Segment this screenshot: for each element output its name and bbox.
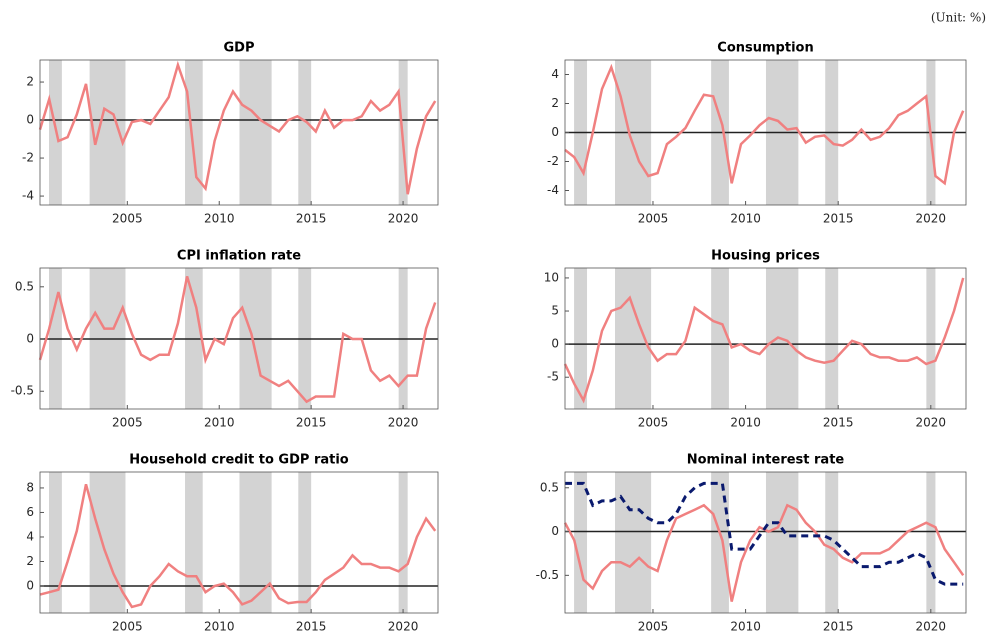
shaded-period [711,268,729,409]
panel-title: CPI inflation rate [177,249,301,264]
x-tick-label: 2015 [823,620,854,634]
x-tick-label: 2015 [296,416,327,430]
y-tick-label: 0 [26,332,34,346]
x-tick-label: 2010 [204,416,235,430]
x-tick-label: 2020 [388,416,419,430]
shaded-period [615,472,652,613]
shaded-period [825,268,839,409]
y-tick-label: -4 [547,183,559,197]
plot-frame [39,471,439,614]
shaded-period [574,268,588,409]
shaded-period [398,472,408,613]
y-tick-label: 2 [26,554,34,568]
shaded-period [825,472,839,613]
y-tick-label: 2 [551,96,559,110]
y-tick-label: 0 [551,524,559,538]
plot-frame [39,267,439,410]
shaded-period [185,472,203,613]
shaded-period [185,60,203,205]
x-tick-label: 2010 [204,620,235,634]
shaded-period [711,472,729,613]
panel-title: Household credit to GDP ratio [129,453,349,468]
y-tick-label: 0 [26,579,34,593]
y-tick-label: 10 [544,270,559,284]
y-tick-label: -0.5 [11,384,34,398]
x-tick-label: 2005 [112,416,143,430]
x-tick-label: 2015 [296,620,327,634]
shaded-period [926,268,936,409]
x-tick-label: 2005 [638,212,669,226]
x-tick-label: 2020 [916,416,947,430]
x-tick-label: 2010 [730,620,761,634]
y-tick-label: 2 [26,75,34,89]
panel-title: Consumption [717,41,813,56]
plot-frame [39,59,439,206]
x-tick-label: 2005 [112,620,143,634]
panel-title: Nominal interest rate [687,453,845,468]
series-line [564,63,965,186]
shaded-period [926,472,936,613]
x-tick-label: 2010 [730,212,761,226]
y-tick-label: 0.5 [540,480,559,494]
y-tick-label: 0 [551,125,559,139]
series-line [38,60,437,195]
shaded-period [239,60,272,205]
y-tick-label: 5 [551,304,559,318]
y-tick-label: 0.5 [15,279,34,293]
y-tick-label: -4 [22,189,34,203]
shaded-period [298,60,312,205]
series-line [563,277,965,404]
x-tick-label: 2005 [638,416,669,430]
y-tick-label: 0 [26,113,34,127]
shaded-period [239,472,272,613]
x-tick-label: 2015 [823,416,854,430]
y-tick-label: 4 [26,529,34,543]
x-tick-label: 2005 [112,212,143,226]
y-tick-label: -2 [22,151,34,165]
x-tick-label: 2020 [916,212,947,226]
y-tick-label: 6 [26,505,34,519]
unit-note: (Unit: %) [931,11,986,25]
y-tick-label: 8 [26,480,34,494]
shaded-period [49,472,62,613]
y-tick-label: -5 [547,370,559,384]
shaded-period [765,472,799,613]
y-tick-label: 0 [551,337,559,351]
y-tick-label: -2 [547,154,559,168]
panel-title: Housing prices [711,249,820,264]
x-tick-label: 2015 [823,212,854,226]
x-tick-label: 2010 [730,416,761,430]
series-line [39,483,437,609]
plot-frame [564,267,967,410]
series-line [565,481,964,586]
shaded-period [298,472,312,613]
x-tick-label: 2015 [296,212,327,226]
x-tick-label: 2010 [204,212,235,226]
plot-frame [564,471,967,614]
x-tick-label: 2005 [638,620,669,634]
shaded-period [89,472,126,613]
y-tick-label: -0.5 [536,568,559,582]
y-tick-label: 4 [551,67,559,81]
series-line [38,276,437,404]
x-tick-label: 2020 [916,620,947,634]
x-tick-label: 2020 [388,620,419,634]
panel-title: GDP [224,41,255,56]
x-tick-label: 2020 [388,212,419,226]
